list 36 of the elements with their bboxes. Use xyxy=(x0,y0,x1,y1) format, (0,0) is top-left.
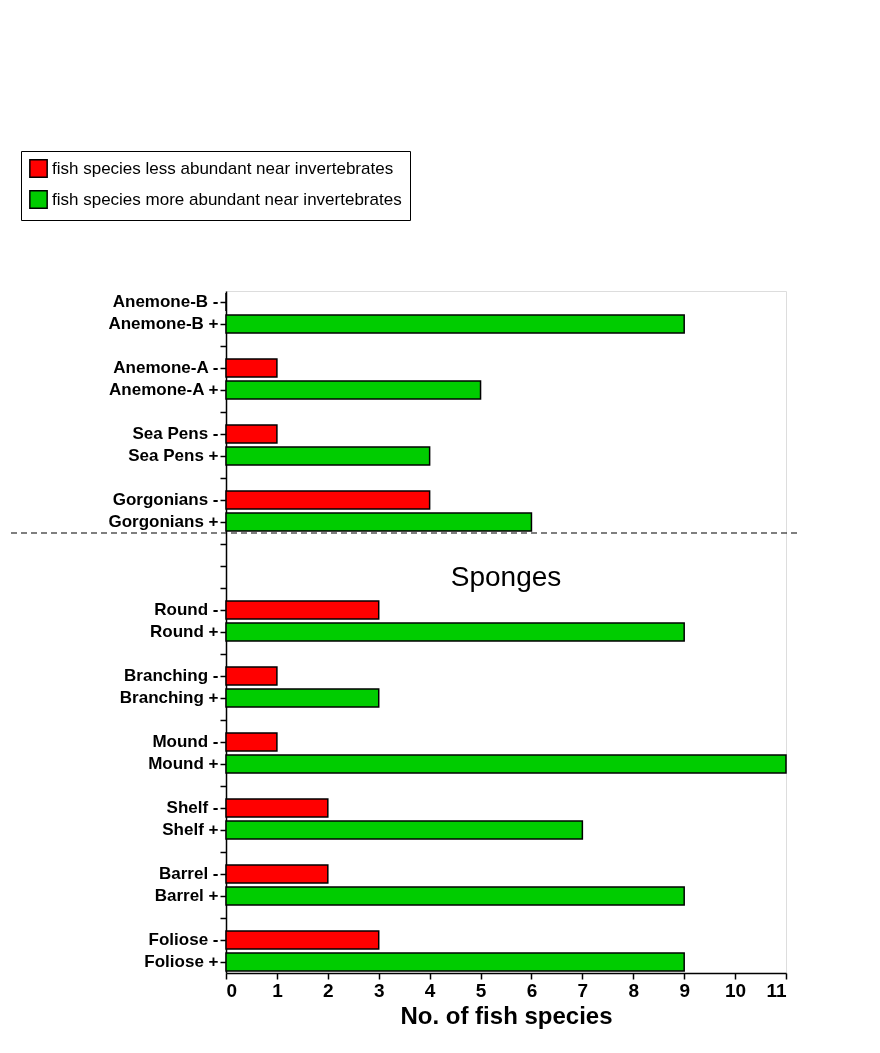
annotation: Sponges xyxy=(450,561,562,592)
y-tick-label: Sea Pens - xyxy=(132,424,219,443)
y-tick-label: Gorgonians - xyxy=(112,490,219,509)
x-tick-label: 4 xyxy=(424,979,436,1001)
x-tick-label: 1 xyxy=(272,979,284,1001)
legend-label: fish species more abundant near invertebrates xyxy=(52,189,402,209)
y-tick-label: Sea Pens + xyxy=(128,446,219,465)
y-tick-label: Shelf - xyxy=(166,798,219,817)
y-tick-label: Shelf + xyxy=(162,820,219,839)
x-tick-label: 5 xyxy=(475,979,487,1001)
y-tick-label: Barrel - xyxy=(158,864,219,883)
y-tick-label: Foliose - xyxy=(148,930,219,949)
x-axis-title: No. of fish species xyxy=(400,1001,613,1029)
legend-label: fish species less abundant near invertebrates xyxy=(52,158,394,178)
y-tick-label: Gorgonians + xyxy=(108,512,219,531)
x-tick-label: 3 xyxy=(373,979,385,1001)
y-tick-label: Mound - xyxy=(152,732,219,751)
x-tick-label: 2 xyxy=(323,979,334,1001)
y-tick-label: Branching + xyxy=(119,688,219,707)
y-tick-label: Foliose + xyxy=(144,952,219,971)
x-tick-label: 7 xyxy=(577,979,589,1001)
y-tick-label: Anemone-A + xyxy=(109,380,219,399)
y-tick-label: Anemone-B + xyxy=(108,314,219,333)
y-tick-label: Round - xyxy=(154,600,219,619)
x-tick-label: 8 xyxy=(628,979,640,1001)
x-tick-label: 6 xyxy=(526,979,538,1001)
x-tick-label: 11 xyxy=(766,979,787,1001)
x-tick-label: 9 xyxy=(679,979,690,1001)
y-tick-label: Branching - xyxy=(124,666,219,685)
y-tick-label: Round + xyxy=(150,622,219,641)
x-tick-label: 10 xyxy=(725,979,747,1001)
x-tick-label: 0 xyxy=(226,979,238,1001)
y-tick-label: Anemone-A - xyxy=(113,358,219,377)
y-tick-label: Barrel + xyxy=(154,886,219,905)
y-tick-label: Anemone-B - xyxy=(112,292,219,311)
y-tick-label: Mound + xyxy=(148,754,219,773)
